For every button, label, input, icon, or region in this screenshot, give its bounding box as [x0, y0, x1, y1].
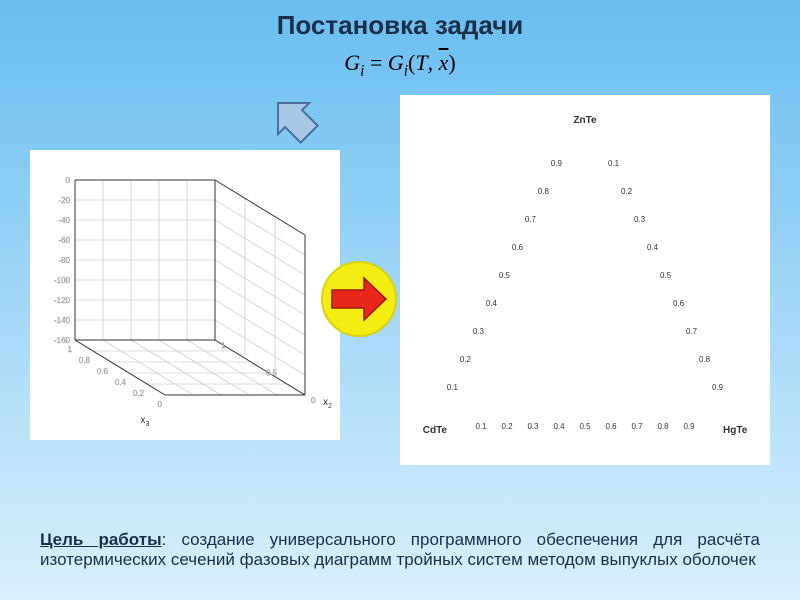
- svg-text:0.9: 0.9: [551, 159, 563, 168]
- ternary-diagram: ZnTe CdTe HgTe 0.9 0.8 0.7 0.6 0.5 0.4 0.3 0.2 0.1 0…: [400, 95, 770, 465]
- svg-text:0.1: 0.1: [475, 422, 487, 431]
- svg-text:0.4: 0.4: [553, 422, 565, 431]
- svg-text:0.2: 0.2: [133, 389, 145, 398]
- svg-text:0.9: 0.9: [683, 422, 695, 431]
- svg-text:0.8: 0.8: [79, 356, 91, 365]
- chart-3d: 0-20-40-60-80-100-120-140-16010.80.60.40…: [30, 150, 340, 440]
- svg-text:0.6: 0.6: [512, 243, 524, 252]
- svg-text:HgTe: HgTe: [723, 425, 748, 436]
- svg-text:0.4: 0.4: [115, 378, 127, 387]
- svg-text:-60: -60: [58, 236, 70, 245]
- goal-label: Цель работы: [40, 530, 162, 549]
- svg-text:0.4: 0.4: [647, 243, 659, 252]
- svg-text:0.9: 0.9: [712, 383, 724, 392]
- svg-text:0: 0: [66, 176, 71, 185]
- svg-text:-80: -80: [58, 256, 70, 265]
- svg-text:0.8: 0.8: [538, 187, 550, 196]
- svg-text:0: 0: [311, 396, 316, 405]
- svg-text:0.6: 0.6: [97, 367, 109, 376]
- svg-text:0.2: 0.2: [460, 355, 472, 364]
- svg-text:0.2: 0.2: [621, 187, 633, 196]
- svg-text:x3: x3: [141, 415, 150, 428]
- eq-rhs-G: G: [388, 50, 404, 75]
- svg-text:ZnTe: ZnTe: [573, 115, 597, 126]
- svg-text:0.7: 0.7: [525, 215, 537, 224]
- svg-text:0.5: 0.5: [660, 271, 672, 280]
- eq-comma: ,: [428, 50, 439, 75]
- svg-text:0.4: 0.4: [486, 299, 498, 308]
- svg-text:x2: x2: [323, 397, 332, 410]
- slide-title: Постановка задачи: [0, 10, 800, 41]
- svg-text:1: 1: [68, 345, 73, 354]
- eq-T: T: [415, 50, 427, 75]
- svg-text:-120: -120: [54, 296, 71, 305]
- svg-text:0: 0: [158, 400, 163, 409]
- svg-text:-40: -40: [58, 216, 70, 225]
- svg-text:0.3: 0.3: [527, 422, 539, 431]
- svg-text:0.7: 0.7: [686, 327, 698, 336]
- svg-text:0.2: 0.2: [501, 422, 513, 431]
- svg-text:0.5: 0.5: [266, 369, 278, 378]
- svg-text:-100: -100: [54, 276, 71, 285]
- ternary-svg: ZnTe CdTe HgTe 0.9 0.8 0.7 0.6 0.5 0.4 0.3 0.2 0.1 0…: [400, 95, 770, 465]
- eq-eq: =: [364, 50, 387, 75]
- svg-text:CdTe: CdTe: [423, 425, 448, 436]
- svg-text:-160: -160: [54, 336, 71, 345]
- goal-text: Цель работы: создание универсального про…: [40, 530, 760, 570]
- equation: Gi = Gi(T, x): [0, 50, 800, 80]
- svg-text:0.5: 0.5: [499, 271, 511, 280]
- slide: Постановка задачи Gi = Gi(T, x) 0 -20 -40 -…: [0, 0, 800, 600]
- svg-text:0.8: 0.8: [657, 422, 669, 431]
- svg-text:0.7: 0.7: [631, 422, 643, 431]
- eq-close: ): [448, 50, 455, 75]
- arrow-down-icon: [265, 90, 325, 150]
- eq-xbar: x: [439, 50, 449, 75]
- svg-text:0.1: 0.1: [447, 383, 459, 392]
- svg-text:0.3: 0.3: [634, 215, 646, 224]
- svg-text:0.5: 0.5: [579, 422, 591, 431]
- svg-text:0.3: 0.3: [473, 327, 485, 336]
- chart-3d-svg: 0-20-40-60-80-100-120-140-16010.80.60.40…: [30, 150, 340, 440]
- svg-text:-20: -20: [58, 196, 70, 205]
- svg-text:0.6: 0.6: [605, 422, 617, 431]
- arrow-right-icon: [320, 260, 398, 338]
- eq-lhs-G: G: [344, 50, 360, 75]
- svg-text:-140: -140: [54, 316, 71, 325]
- svg-text:0.8: 0.8: [699, 355, 711, 364]
- svg-text:1: 1: [221, 341, 226, 350]
- svg-text:0.1: 0.1: [608, 159, 620, 168]
- svg-text:0.6: 0.6: [673, 299, 685, 308]
